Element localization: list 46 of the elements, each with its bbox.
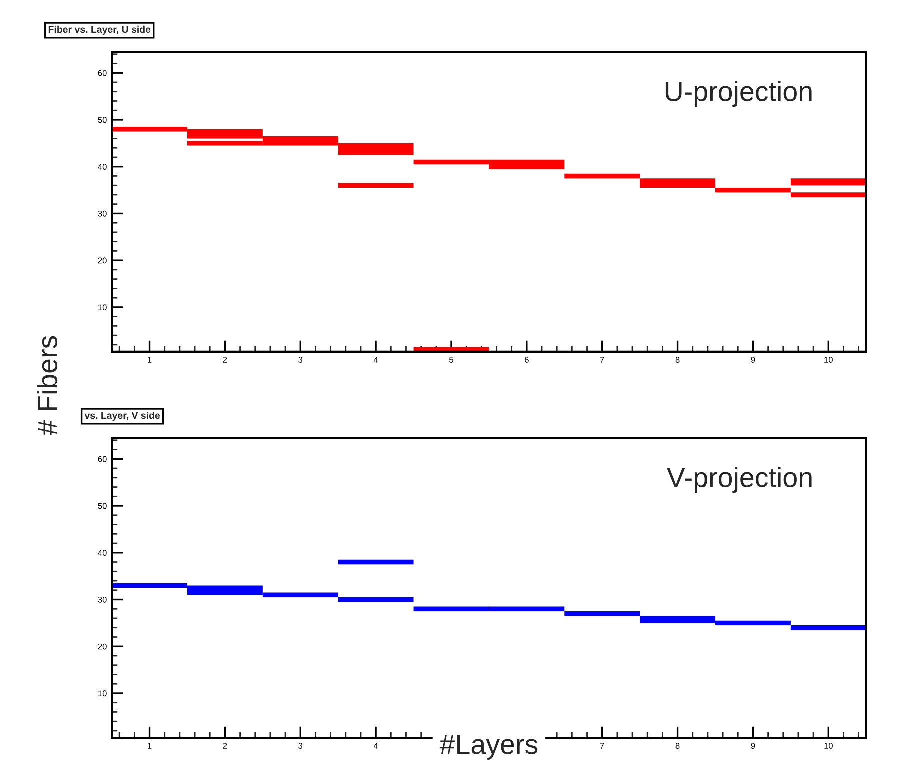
x-tick-label: 9 — [751, 743, 756, 749]
x-tick-label: 1 — [148, 357, 152, 363]
y-tick-label: 10 — [98, 690, 107, 697]
x-tick-label: 8 — [676, 357, 680, 363]
bar — [716, 188, 791, 193]
x-tick-label: 2 — [223, 743, 228, 749]
x-tick-label: 4 — [374, 743, 378, 749]
y-tick-label: 60 — [98, 456, 107, 462]
x-tick-label: 9 — [751, 357, 756, 363]
bar — [338, 597, 414, 602]
y-tick-label: 60 — [98, 70, 107, 76]
annotation: V-projection — [666, 467, 812, 494]
x-tick-label: 3 — [298, 357, 303, 363]
y-tick-label: 50 — [98, 503, 107, 510]
y-tick-label: 30 — [98, 596, 107, 603]
bar — [790, 626, 866, 630]
x-tick-label: 2 — [223, 357, 228, 363]
chart-title: vs. Layer, V side — [84, 412, 160, 422]
x-tick-label: 5 — [450, 357, 454, 363]
x-axis-title: #Layers — [440, 735, 538, 760]
bar — [790, 192, 866, 198]
x-tick-label: 10 — [824, 743, 833, 749]
y-tick-label: 10 — [98, 304, 107, 311]
bar — [338, 560, 414, 565]
x-tick-label: 4 — [374, 357, 378, 363]
y-axis-title: # Fibers — [37, 336, 58, 436]
y-tick-label: 50 — [98, 117, 107, 124]
x-tick-label: 10 — [824, 357, 833, 363]
x-tick-label: 1 — [148, 743, 152, 749]
y-tick-label: 40 — [98, 164, 107, 170]
x-tick-label: 7 — [600, 357, 604, 363]
bar — [564, 611, 640, 616]
y-tick-label: 40 — [98, 550, 107, 556]
y-tick-label: 20 — [98, 644, 107, 650]
x-tick-label: 8 — [676, 743, 680, 749]
y-tick-label: 20 — [98, 258, 107, 264]
x-tick-label: 6 — [525, 357, 529, 363]
annotation: U-projection — [666, 81, 812, 107]
bar — [338, 183, 414, 188]
bar — [640, 178, 716, 188]
x-tick-label: 7 — [600, 743, 604, 749]
chart-title: Fiber vs. Layer, U side — [48, 26, 151, 35]
bar — [790, 178, 866, 186]
y-tick-label: 30 — [98, 210, 107, 217]
bar — [564, 174, 640, 179]
x-tick-label: 3 — [298, 743, 303, 749]
